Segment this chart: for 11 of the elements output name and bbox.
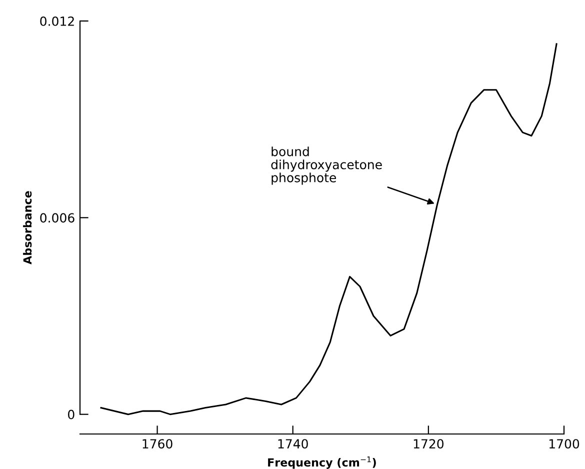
x-tick-label: 1720 bbox=[414, 439, 444, 449]
x-tick-label: 1700 bbox=[549, 439, 580, 449]
y-axis-title: Absorbance bbox=[23, 191, 32, 264]
y-tick-label: 0.006 bbox=[40, 213, 74, 223]
line-series bbox=[100, 43, 558, 416]
x-axis-title: Frequency (cm$^{−1}$) bbox=[268, 456, 376, 469]
x-tick-label: 1740 bbox=[278, 439, 308, 449]
y-tick-label: 0.012 bbox=[40, 16, 74, 26]
annotation: bound dihydroxyacetone phosphote bbox=[271, 146, 382, 185]
x-tick-label: 1760 bbox=[142, 439, 172, 449]
y-tick-label: 0 bbox=[68, 410, 74, 420]
